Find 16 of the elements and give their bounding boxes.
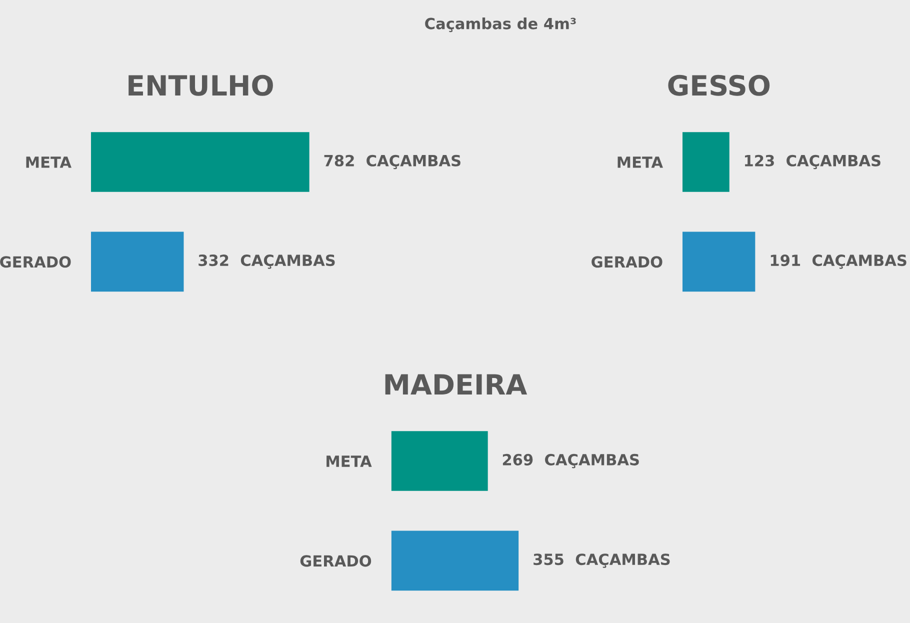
- y-tick-label: META: [26, 156, 72, 168]
- data-label: 191 CAÇAMBAS: [770, 254, 906, 269]
- y-tick-label: GERADO: [592, 256, 662, 268]
- chart-title: MADEIRA: [385, 374, 528, 395]
- y-tick-label: META: [326, 456, 372, 467]
- chart-title: ENTULHO: [128, 74, 273, 96]
- data-label: 332 CAÇAMBAS: [198, 254, 335, 269]
- data-label: 269 CAÇAMBAS: [502, 454, 639, 468]
- y-tick-label: GERADO: [300, 555, 372, 567]
- y-tick-label: GERADO: [0, 256, 71, 268]
- text: Caçambas de 4m³: [425, 18, 576, 32]
- chart-title: GESSO: [668, 74, 770, 96]
- y-tick-label: META: [618, 156, 663, 168]
- data-label: 355 CAÇAMBAS: [534, 554, 670, 568]
- data-label: 123 CAÇAMBAS: [744, 154, 880, 170]
- data-label: 782 CAÇAMBAS: [324, 154, 460, 170]
